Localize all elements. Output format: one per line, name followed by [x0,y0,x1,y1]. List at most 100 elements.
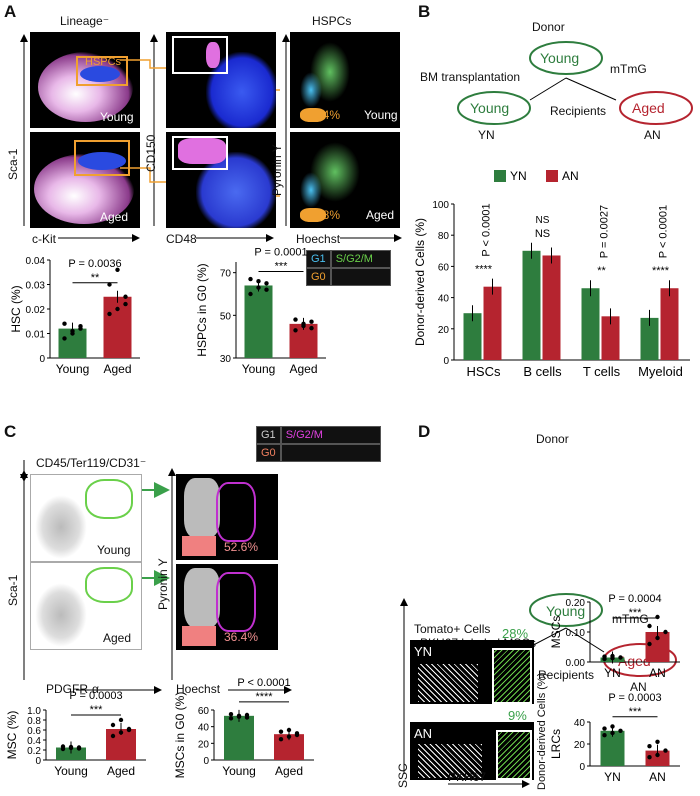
panel-c-label: C [4,422,17,441]
A2-ytick-label: 30 [220,354,232,365]
bm-transplant-label: BM transplantation [420,70,521,84]
B1-legend-swatch [494,170,506,182]
A1-bar [103,296,132,358]
young-label: Young [100,110,134,124]
flow-plot-c-aged: Aged [30,562,142,650]
B1-stars: **** [652,265,670,277]
C1-point [76,746,82,751]
C1-category-label: Young [54,764,88,778]
lineage-label: Lineage⁻ [60,14,110,28]
D2-pvalue: P = 0.0003 [608,692,661,704]
flow-plot-young-cd150 [166,32,276,128]
A1-ytick-label: 0 [39,354,45,365]
cell-cycle-legend-a: G1 S/G2/M G0 [306,250,391,286]
D2-ytick-label: 40 [574,718,586,729]
A1-point [115,267,120,272]
A2-stars: *** [275,260,289,272]
donor-young-mouse: Young [540,50,580,66]
A1-point [62,321,67,326]
legend-g1: G1 [306,250,331,268]
A1-category-label: Aged [103,362,131,376]
flow-plot-aged-pyronin: 48% Aged [290,132,400,228]
C2-bar [224,715,254,760]
D2-point [602,726,607,731]
A1-point [62,336,67,341]
C1-point [118,717,124,723]
D1-point [647,623,652,629]
flow-plot-aged-cd150 [166,132,276,228]
D1-category-label: YN [604,666,621,680]
A1-ytick-label: 0.04 [26,256,46,267]
D2-category-label: AN [649,770,666,784]
d-axis-pkh67: PKH67 [448,770,487,784]
A1-point [107,311,112,317]
c-pct-aged: 36.4% [224,630,259,644]
A2-point [293,317,298,322]
legend-sgm: S/G2/M [330,250,391,268]
D1-category-label: AN [649,666,666,680]
C1-stars: *** [90,704,104,716]
D2-point [655,739,660,744]
C2-point [286,734,292,739]
D1-ytick-label: 0.00 [566,658,586,669]
flow-plot-c-aged-pyronin: 36.4% [176,564,278,650]
B1-bar [483,286,502,360]
B1-bar [581,288,600,360]
C2-point [286,727,292,733]
D1-point [663,629,668,635]
B1-pvalue: P < 0.0001 [658,205,670,258]
A2-bar [244,285,273,358]
C1-ytick-label: 0.8 [27,716,41,727]
C1-ylabel: MSC (%) [5,711,19,760]
A1-ytick-label: 0.02 [26,305,46,316]
B1-legend-swatch [546,170,558,182]
D1-pvalue: P = 0.0004 [608,593,661,605]
axis-hoechst: Hoechst [296,232,341,246]
c-young-label: Young [97,543,131,557]
A2-category-label: Young [242,362,276,376]
B1-stars: ** [597,265,606,277]
C2-ytick-label: 20 [198,739,210,750]
A2-point [293,328,298,333]
B1-ytick-label: 20 [438,325,450,336]
donor-label-d: Donor [536,432,569,446]
D2-ytick-label: 0 [579,762,585,773]
C1-ytick-label: 0.2 [27,746,41,757]
C2-category-label: Young [222,764,256,778]
B1-ytick-label: 40 [438,294,450,305]
B1-category-label: Myeloid [638,364,683,379]
B1-legend-label: AN [562,169,579,183]
C2-point [294,731,300,736]
C2-category-label: Aged [275,764,303,778]
recipient-aged-mouse: Aged [632,100,665,116]
D1-point [610,653,615,659]
A2-point [264,281,269,286]
axis-ckit: c-Kit [32,232,56,246]
A2-point [248,276,253,282]
cell-cycle-legend-c: G1 S/G2/M G0 [256,426,381,462]
D1-point [602,654,607,659]
C1-point [110,722,116,728]
C2-point [278,729,284,734]
flow-plot-d-an: AN [410,722,534,780]
recipient-young-mouse: Young [470,100,510,116]
C2-ytick-label: 0 [203,756,209,767]
B1-bar [601,316,620,360]
C1-category-label: Aged [107,764,135,778]
c-legend-sgm: S/G2/M [280,426,381,444]
an-label-b: AN [644,128,661,142]
C2-pvalue: P < 0.0001 [237,677,290,689]
c-legend-g1: G1 [256,426,281,444]
flow-plot-d-yn: YN [410,640,534,704]
C1-ytick-label: 1.0 [27,706,41,717]
D2-point [602,733,607,738]
A2-ylabel: HSPCs in G0 (%) [195,263,209,356]
C1-point [60,744,66,749]
B1-pvalue: P < 0.0001 [481,203,493,256]
legend-g0: G0 [306,268,331,286]
C2-point [236,713,242,719]
D1-point [655,635,660,641]
A2-point [264,287,269,292]
aged-label-2: Aged [366,208,395,222]
A2-category-label: Aged [289,362,317,376]
